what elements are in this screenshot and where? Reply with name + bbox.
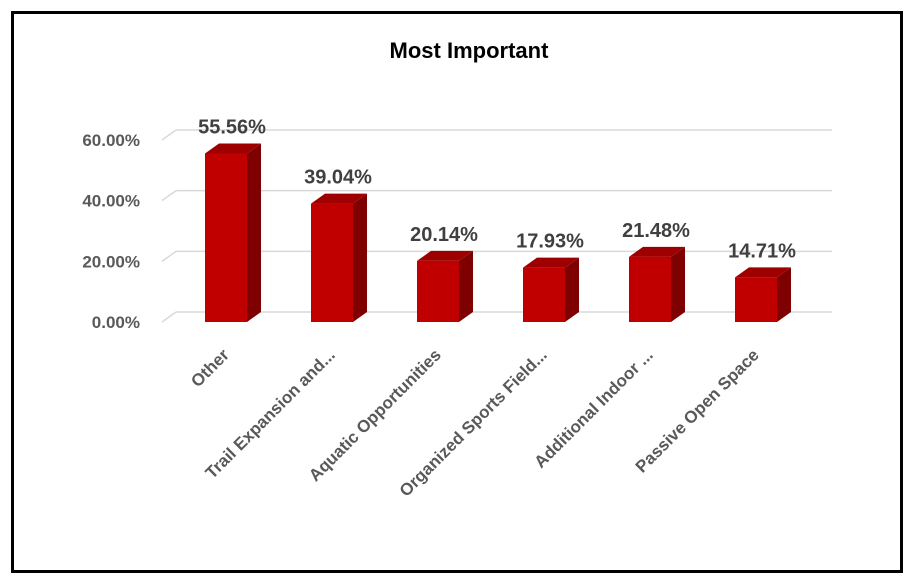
bar	[523, 257, 579, 322]
data-label: 14.71%	[728, 240, 796, 262]
data-label: 39.04%	[304, 167, 372, 189]
category-label: Other	[187, 345, 233, 391]
bar-side	[459, 250, 473, 322]
bar-front	[205, 153, 247, 322]
bar-front	[735, 277, 777, 322]
bars	[205, 143, 791, 322]
bar-top	[417, 250, 473, 261]
y-tick-label: 20.00%	[82, 252, 140, 271]
bar-top	[311, 193, 367, 204]
y-tick-label: 60.00%	[82, 131, 140, 150]
bar-front	[523, 267, 565, 322]
bar-top	[629, 246, 685, 257]
gridline-slant	[161, 129, 177, 141]
data-labels: 55.56% 39.04% 20.14% 17.93% 21.48% 14.71%	[198, 116, 796, 262]
bar-front	[417, 260, 459, 322]
bar-side	[247, 143, 261, 322]
category-label: Additional Indoor ...	[531, 345, 657, 471]
data-label: 17.93%	[516, 231, 584, 253]
bar	[629, 246, 685, 322]
data-label: 20.14%	[410, 224, 478, 246]
data-label: 55.56%	[198, 116, 266, 138]
bar-top	[523, 257, 579, 268]
bar-top	[735, 267, 791, 278]
bar-side	[777, 267, 791, 322]
bar	[205, 143, 261, 322]
chart-title: Most Important	[390, 38, 550, 63]
bar-side	[565, 257, 579, 322]
bar-top	[205, 143, 261, 154]
gridline-slant	[161, 311, 177, 323]
y-axis-ticks: 0.00% 20.00% 40.00% 60.00%	[82, 131, 140, 332]
y-tick-label: 40.00%	[82, 192, 140, 211]
gridline-slant	[161, 250, 177, 262]
bar	[735, 267, 791, 322]
category-label: Passive Open Space	[632, 345, 763, 476]
y-tick-label: 0.00%	[92, 313, 140, 332]
gridline-slant	[161, 190, 177, 202]
bar-side	[671, 246, 685, 322]
bar-front	[629, 256, 671, 322]
bar	[311, 193, 367, 322]
data-label: 21.48%	[622, 220, 690, 242]
bar	[417, 250, 473, 322]
bar-front	[311, 203, 353, 322]
bar-side	[353, 193, 367, 322]
gridlines	[161, 129, 832, 323]
